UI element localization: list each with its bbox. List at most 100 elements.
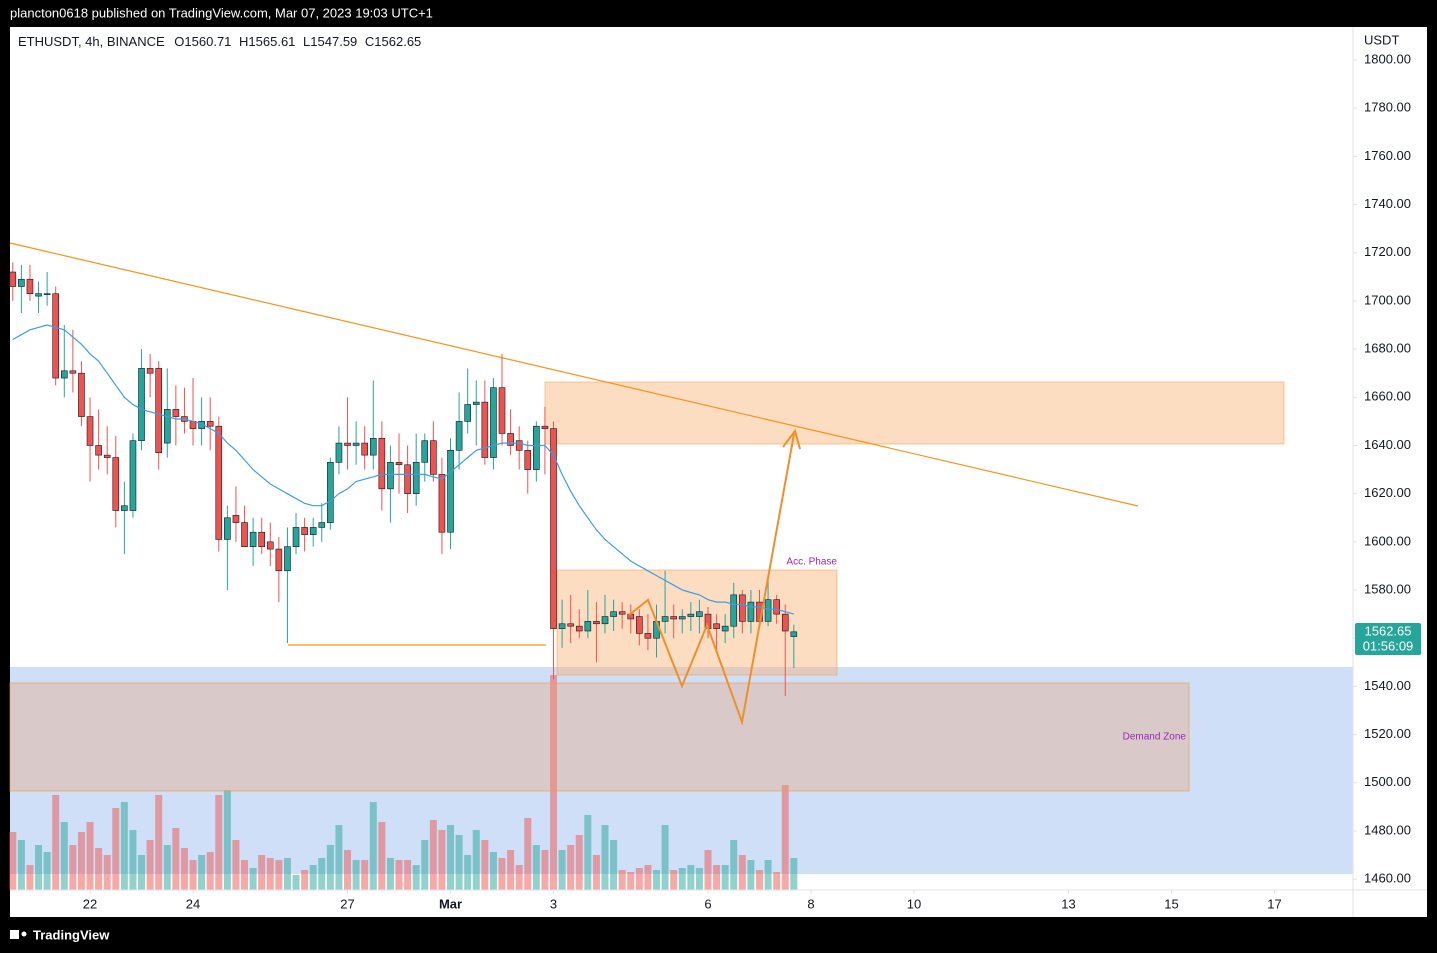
volume-bar — [773, 872, 781, 890]
candle-body — [18, 278, 25, 287]
position-zone — [10, 667, 1353, 874]
volume-bar — [9, 832, 17, 890]
volume-bar — [95, 848, 103, 890]
candle-body — [163, 409, 171, 444]
candle-body — [490, 387, 497, 458]
volume-bar — [592, 855, 600, 890]
volume-bar — [447, 825, 455, 890]
candle-body — [764, 599, 772, 622]
y-tick-label: 1680.00 — [1364, 341, 1411, 356]
volume-bar — [77, 832, 85, 890]
last-price-box — [1355, 623, 1421, 655]
annotation: Acc. Phase — [786, 557, 837, 568]
y-tick-label: 1660.00 — [1364, 389, 1411, 404]
candle-body — [369, 437, 377, 456]
volume-bar — [35, 845, 43, 890]
volume-bar — [738, 855, 746, 890]
volume-bar — [653, 870, 661, 890]
candle-body — [103, 454, 111, 458]
volume-bar — [69, 845, 77, 890]
volume-bar — [781, 785, 789, 890]
candle-body — [636, 616, 643, 634]
volume-bar — [155, 795, 163, 890]
volume-bar — [275, 860, 283, 890]
volume-bar — [163, 845, 171, 890]
volume-bar — [678, 868, 686, 890]
ohlc-label: C — [365, 34, 374, 49]
y-tick-label: 1640.00 — [1364, 437, 1411, 452]
volume-bar — [704, 850, 712, 890]
candle-body — [69, 370, 77, 374]
candle-body — [430, 440, 437, 475]
volume-bar — [584, 815, 592, 890]
candle-body — [678, 616, 686, 620]
candle-body — [112, 457, 120, 511]
candle-body — [498, 387, 506, 434]
candle-body — [412, 462, 420, 494]
candle-body — [584, 621, 592, 632]
x-tick-label: 8 — [807, 896, 814, 911]
y-tick-label: 1720.00 — [1364, 244, 1411, 259]
candle-body — [266, 541, 274, 550]
candle-body — [747, 601, 755, 622]
x-tick-label: 22 — [83, 896, 97, 911]
x-tick-label: Mar — [439, 896, 462, 911]
volume-pane — [9, 675, 798, 890]
volume-bar — [755, 870, 763, 890]
volume-bar — [455, 835, 463, 890]
volume-bar — [507, 850, 515, 890]
volume-bar — [309, 865, 317, 890]
ohlc-value: 1560.71 — [184, 34, 231, 49]
x-tick-label: 27 — [340, 896, 354, 911]
candle-body — [670, 616, 677, 620]
candle-body — [507, 433, 514, 446]
candle-body — [241, 522, 248, 547]
volume-bar — [515, 865, 523, 890]
x-tick-label: 17 — [1267, 896, 1281, 911]
candle-body — [481, 401, 489, 458]
volume-bar — [60, 822, 68, 890]
candle-body — [224, 517, 231, 540]
volume-bar — [266, 858, 274, 890]
y-tick-label: 1460.00 — [1364, 871, 1411, 886]
volume-bar — [378, 822, 386, 890]
annotation: Demand Zone — [1123, 732, 1187, 743]
volume-bar — [26, 865, 34, 890]
candle-body — [292, 527, 300, 547]
candle-body — [215, 425, 223, 540]
y-tick-label: 1480.00 — [1364, 822, 1411, 837]
volume-bar — [292, 875, 300, 890]
candle-body — [387, 462, 394, 490]
volume-bar — [721, 865, 729, 890]
candle-body — [567, 623, 574, 627]
countdown: 01:56:09 — [1363, 638, 1414, 653]
candle-body — [361, 442, 368, 456]
volume-bar — [567, 845, 575, 890]
volume-bar — [635, 868, 643, 890]
volume-bar — [361, 860, 369, 890]
candle-body — [258, 531, 265, 547]
y-tick-label: 1780.00 — [1364, 100, 1411, 115]
candle-body — [533, 425, 540, 470]
candle-body — [464, 404, 471, 422]
volume-bar — [481, 840, 489, 890]
candle-body — [138, 368, 145, 441]
logo: TradingView — [10, 927, 110, 942]
volume-bar — [103, 855, 111, 890]
candle-body — [275, 548, 283, 572]
candle-body — [404, 464, 411, 494]
trend-line — [9, 242, 1139, 507]
y-tick-label: 1580.00 — [1364, 581, 1411, 596]
candle-body — [524, 450, 532, 470]
volume-bar — [498, 858, 506, 890]
moving-average — [12, 324, 794, 615]
candle-body — [86, 416, 94, 446]
y-tick-label: 1700.00 — [1364, 292, 1411, 307]
candle-body — [421, 440, 429, 463]
candle-body — [790, 631, 798, 637]
candle-body — [618, 611, 626, 615]
volume-bar — [575, 835, 583, 890]
volume-bar — [644, 865, 652, 890]
ohlc-value: 1565.61 — [248, 34, 295, 49]
x-tick-label: 3 — [550, 896, 557, 911]
